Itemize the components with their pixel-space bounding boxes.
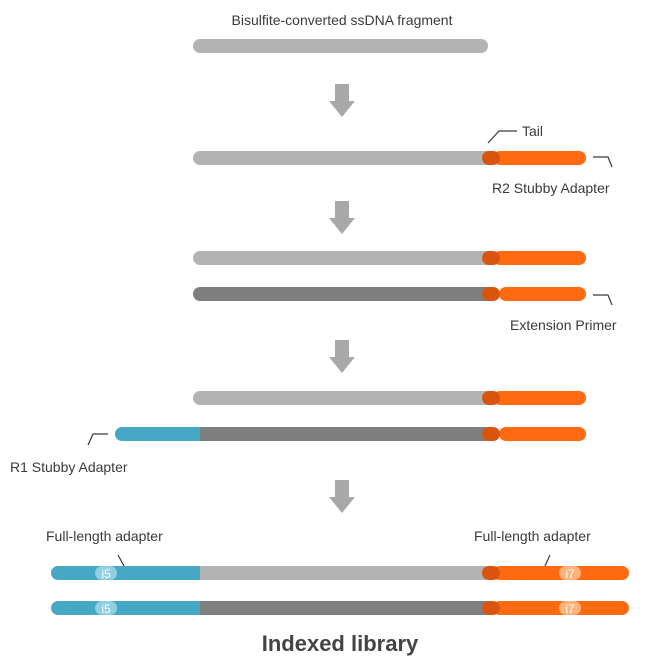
full-length-adapter-left-label: Full-length adapter [46,528,163,544]
i5-index-label: i5 [101,567,111,581]
i5-index-badge [95,601,117,615]
step-r1-ligation: R1 Stubby Adapter [10,391,586,475]
i5-index-badge [95,566,117,580]
r2-adapter-leader-line [593,156,613,168]
step-tailing-ligation: Tail R2 Stubby Adapter [193,123,613,196]
arrow-down-icon [329,201,355,234]
diagram-title: Bisulfite-converted ssDNA fragment [232,12,453,28]
i7-index-badge [559,601,581,615]
extension-primer-leader-line [593,294,613,306]
i7-index-label: i7 [565,567,575,581]
arrow-down-icon [329,480,355,513]
left-adapter-leader-line [117,554,125,567]
r1-stubby-adapter-label: R1 Stubby Adapter [10,459,128,475]
tail-label: Tail [522,123,543,139]
r2-stubby-adapter-label: R2 Stubby Adapter [492,180,610,196]
step-indexed-library: Full-length adapter Full-length adapter … [46,528,629,656]
right-adapter-leader-line [544,554,551,567]
arrow-down-icon [329,340,355,373]
step-extension: Extension Primer [193,251,617,333]
r1-adapter-leader-line [87,433,108,446]
arrow-down-icon [329,84,355,117]
full-length-adapter-right-label: Full-length adapter [474,528,591,544]
tail-leader-line [487,130,517,144]
indexed-library-label: Indexed library [262,631,419,656]
i7-index-badge [559,566,581,580]
i7-index-label: i7 [565,602,575,616]
extension-primer-label: Extension Primer [510,317,617,333]
i5-index-label: i5 [101,602,111,616]
